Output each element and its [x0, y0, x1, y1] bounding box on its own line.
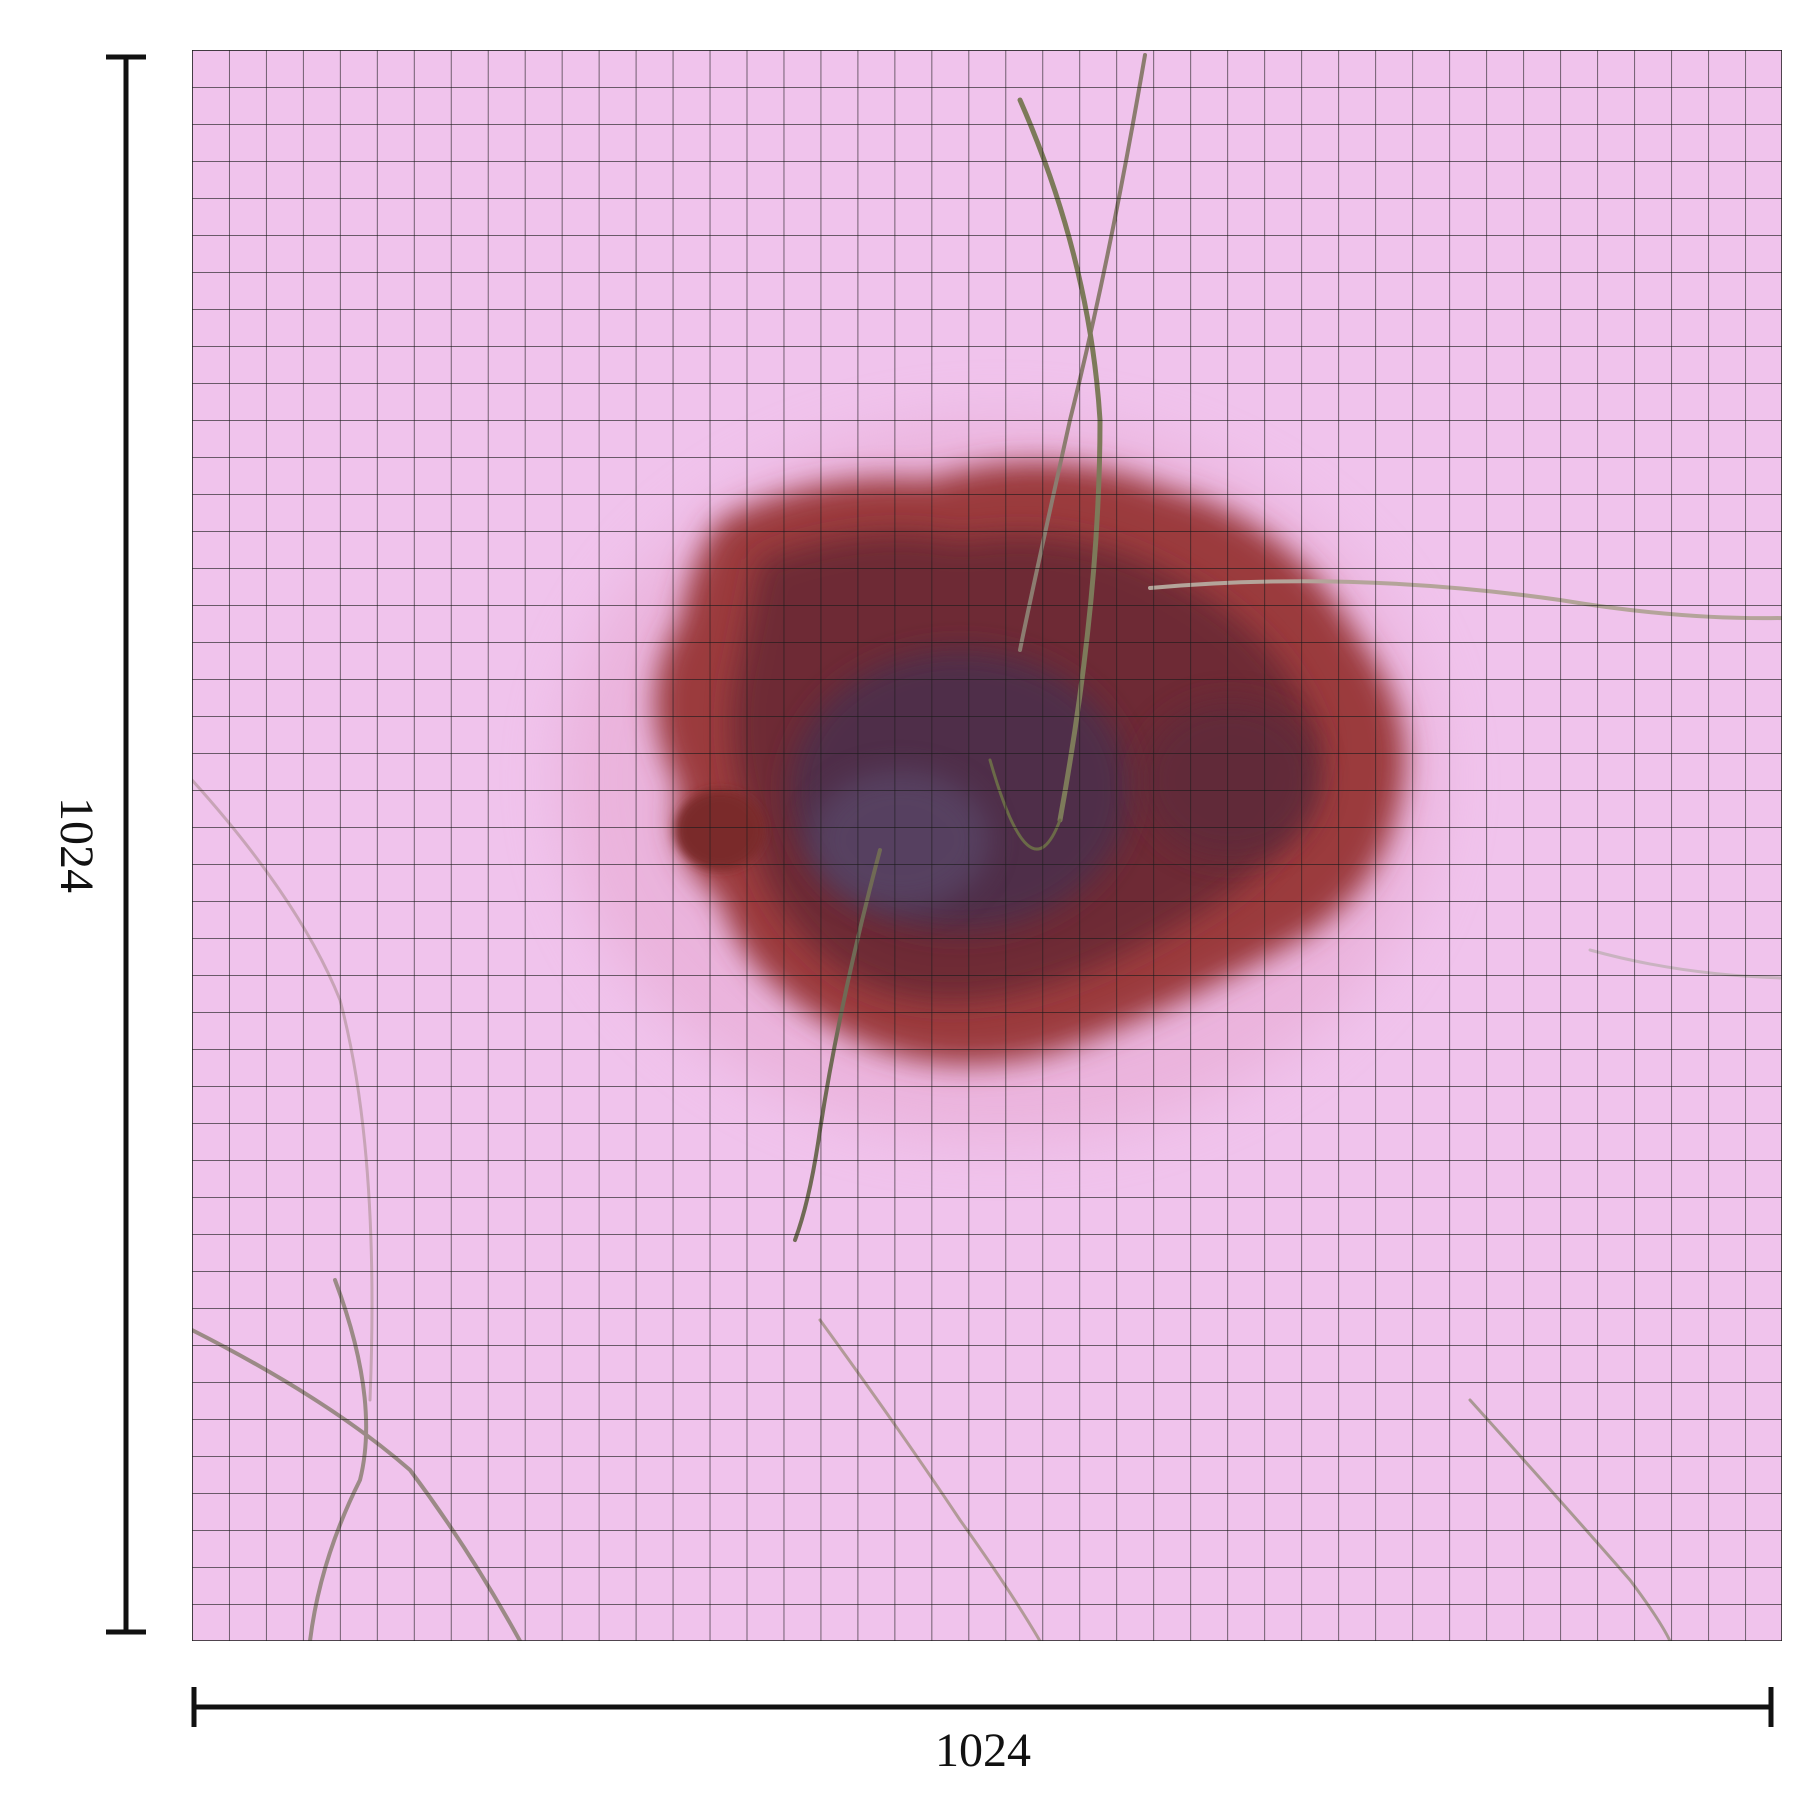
grid-overlay [192, 50, 1782, 1641]
skin-image [192, 50, 1782, 1641]
width-dimension [191, 1687, 1774, 1727]
width-label: 1024 [935, 1724, 1031, 1777]
height-label: 1024 [50, 797, 103, 893]
height-dimension [106, 54, 146, 1635]
